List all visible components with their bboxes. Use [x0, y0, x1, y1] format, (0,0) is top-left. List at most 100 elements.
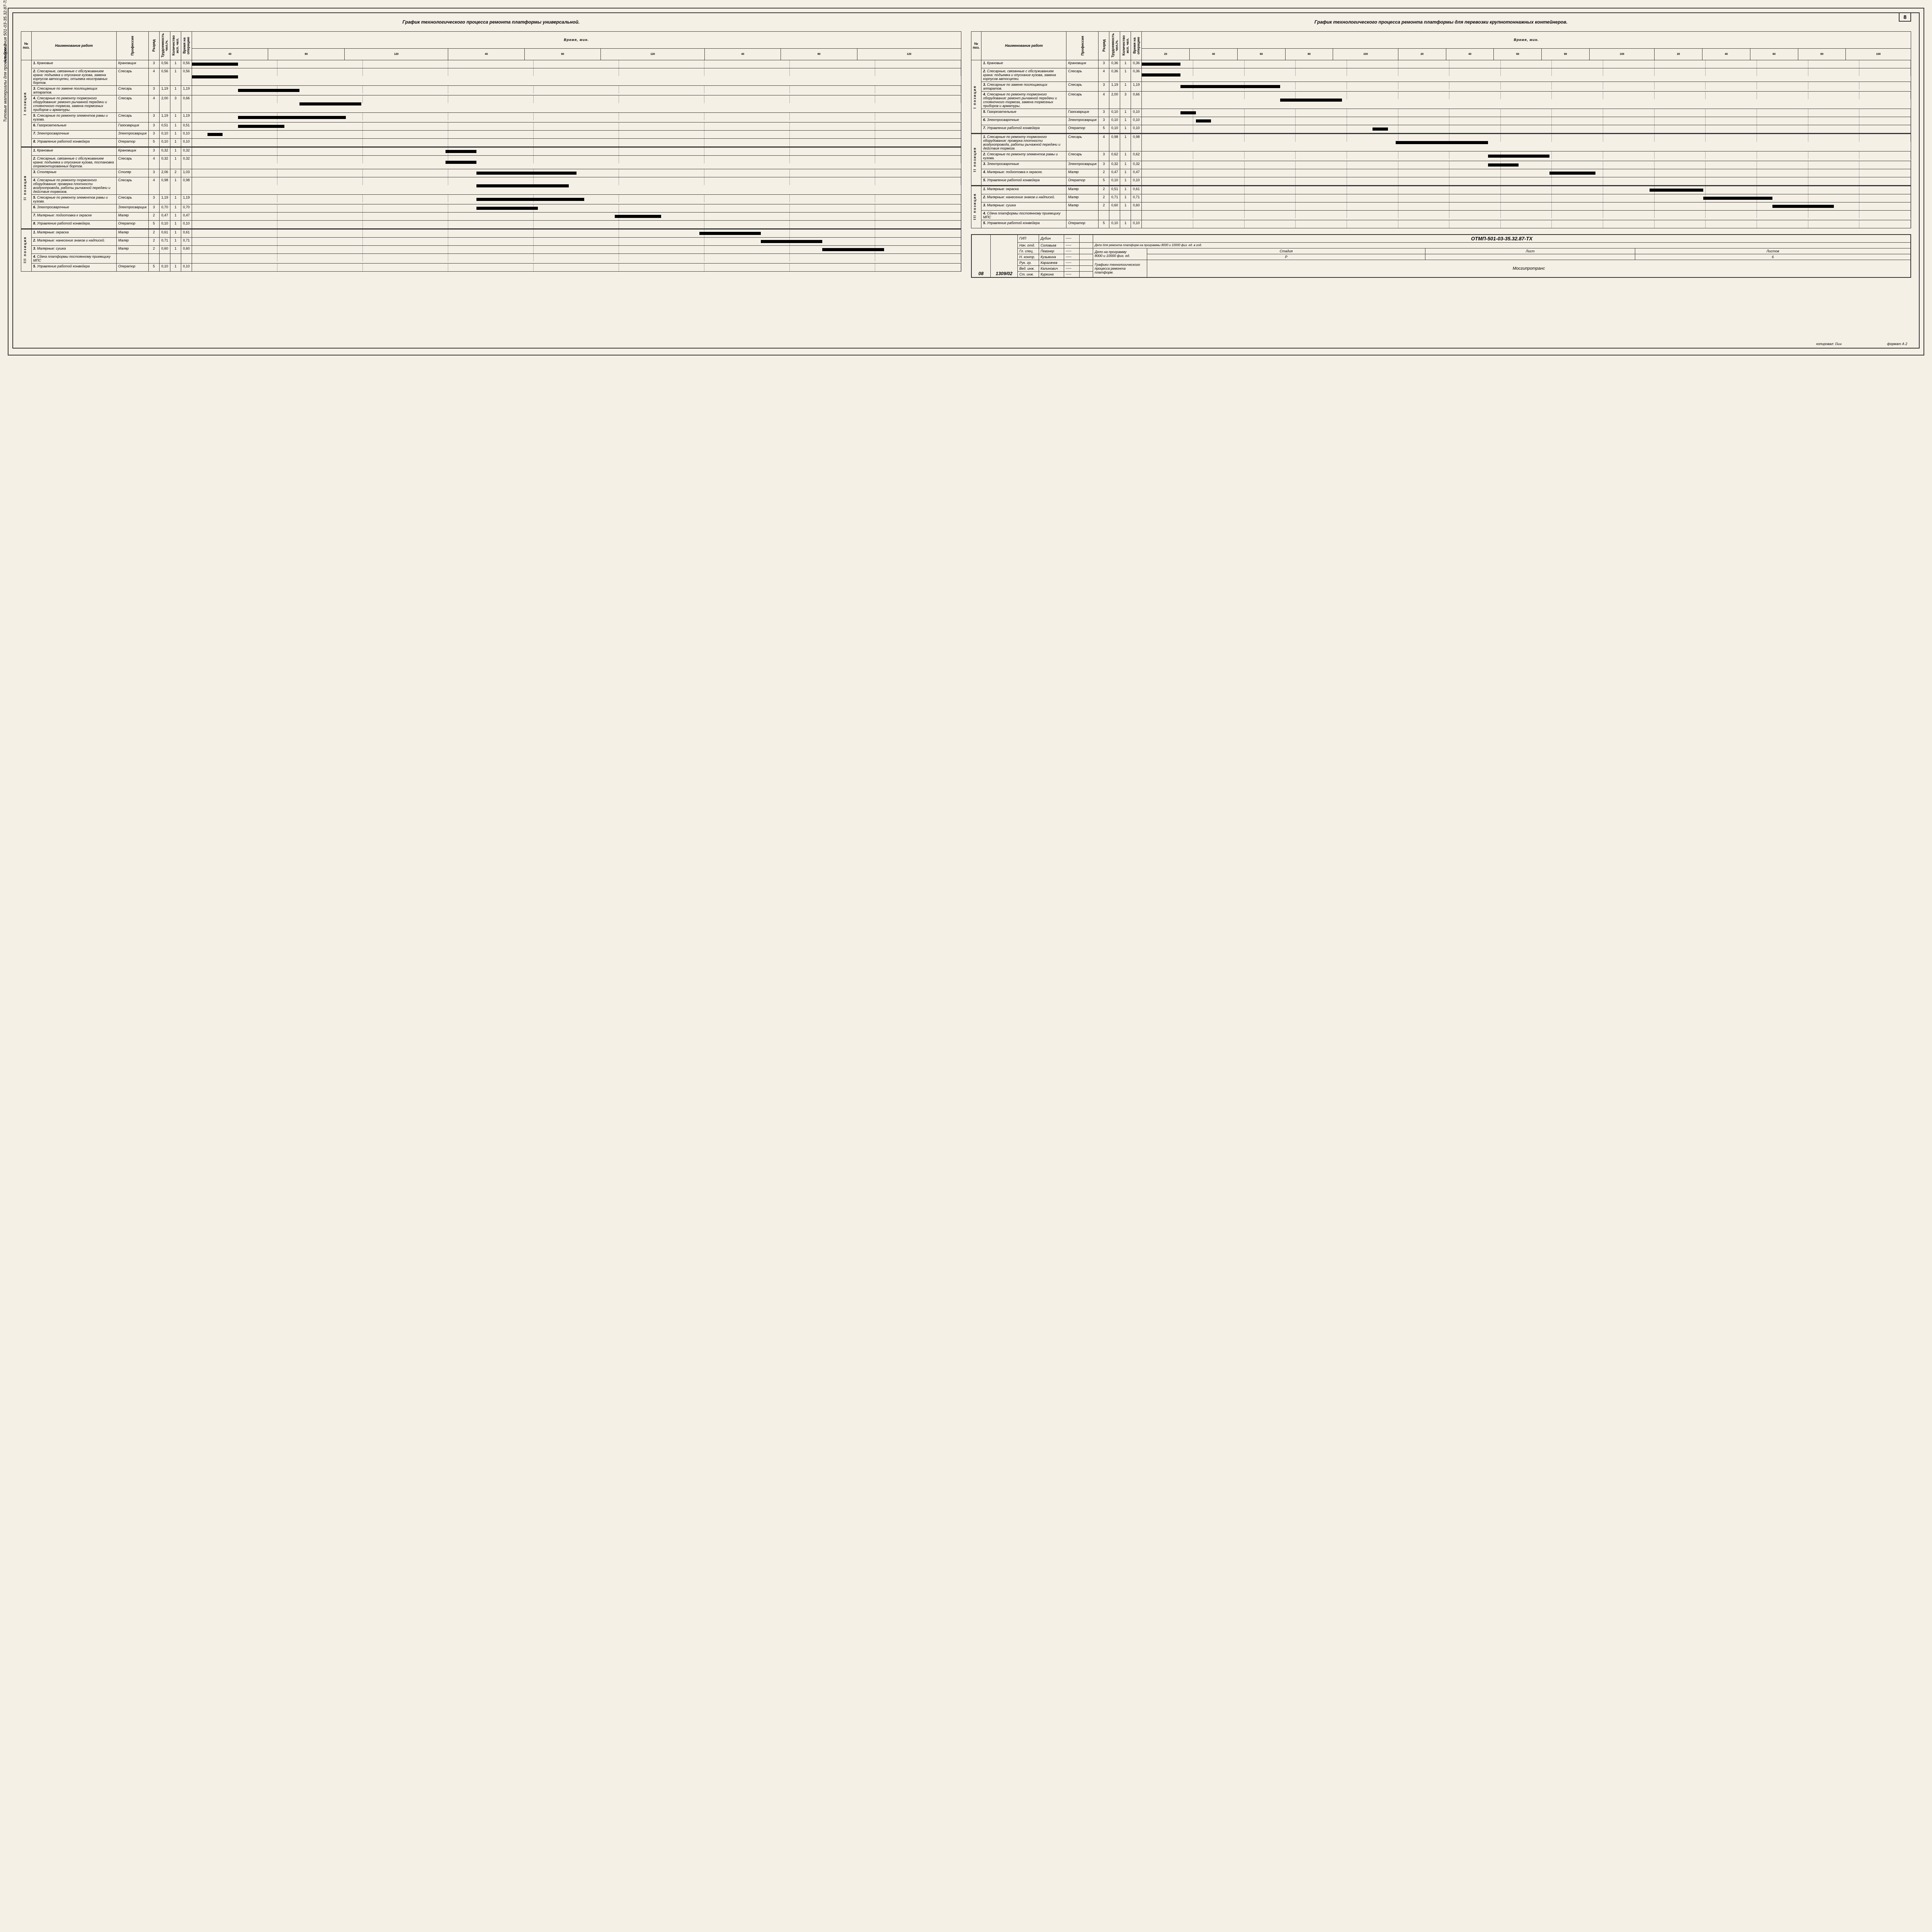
work-name: 2. Слесарные по ремонту элементов рамы и…	[981, 151, 1066, 161]
count: 1	[1120, 117, 1131, 125]
labor: 0,32	[159, 147, 170, 155]
gantt-bar	[192, 63, 238, 66]
op-time: 0,60	[1131, 202, 1142, 210]
gantt-cell	[1142, 169, 1911, 177]
gantt-bar	[699, 232, 761, 235]
gantt-cell	[192, 138, 961, 147]
work-name: 5. Слесарные по ремонту элементов рамы и…	[31, 194, 116, 204]
work-name: 3. Слесарные по замене поглощающих аппар…	[981, 82, 1066, 91]
gantt-cell	[192, 60, 961, 68]
grade	[1099, 210, 1109, 220]
gantt-bar	[1180, 85, 1281, 88]
work-name: 2. Малярные: нанесение знаков и надписей…	[981, 194, 1066, 202]
op-time: 0,56	[181, 60, 192, 68]
count: 1	[1120, 60, 1131, 68]
labor: 0,32	[159, 155, 170, 169]
tb-role: Гл. спец.	[1018, 248, 1039, 254]
profession: Слесарь	[1066, 91, 1099, 109]
gantt-cell	[1142, 220, 1911, 228]
labor: 0,70	[159, 204, 170, 212]
profession: Слесарь	[116, 194, 148, 204]
labor: 0,10	[1109, 125, 1120, 133]
footer-signature: Пам	[1835, 342, 1842, 346]
gantt-cell	[192, 169, 961, 177]
tb-role: Нач. отд.	[1018, 242, 1039, 248]
gantt-bar	[822, 248, 884, 251]
tb-sign: ~~~	[1064, 271, 1080, 277]
count: 1	[1120, 68, 1131, 82]
op-time: 0,10	[181, 138, 192, 147]
grade: 2	[148, 229, 159, 237]
count: 3	[1120, 91, 1131, 109]
count: 1	[170, 60, 181, 68]
profession	[1066, 210, 1099, 220]
tb-code: ОТМП-501-03-35.32.87-ТХ	[1093, 235, 1911, 243]
labor: 0,56	[159, 68, 170, 85]
work-name: 4. Сдача платформы постоянному приемщику…	[981, 210, 1066, 220]
tb-role: Н. контр.	[1018, 254, 1039, 260]
profession: Слесарь	[116, 112, 148, 122]
count: 1	[170, 237, 181, 245]
labor: 0,10	[1109, 109, 1120, 117]
grade: 4	[1099, 133, 1109, 151]
op-time: 0,70	[181, 204, 192, 212]
footer-copied: копировал: Пам	[1816, 342, 1842, 346]
labor: 0,51	[1109, 185, 1120, 194]
gantt-cell	[192, 212, 961, 220]
op-time: 1,19	[181, 194, 192, 204]
gantt-cell	[192, 194, 961, 204]
gantt-bar	[1196, 119, 1211, 122]
profession: Крановщик	[116, 147, 148, 155]
op-time: 0,10	[181, 263, 192, 271]
op-time: 0,61	[181, 229, 192, 237]
profession: Маляр	[1066, 202, 1099, 210]
labor: 2,00	[159, 95, 170, 112]
position-label: II позиция	[21, 147, 32, 229]
gantt-bar	[1372, 128, 1388, 131]
count: 1	[1120, 151, 1131, 161]
gantt-bar	[1142, 63, 1180, 66]
op-time: 0,10	[1131, 125, 1142, 133]
profession: Маляр	[116, 229, 148, 237]
gantt-cell	[1142, 161, 1911, 169]
count: 1	[1120, 125, 1131, 133]
profession: Маляр	[1066, 185, 1099, 194]
gantt-cell	[1142, 210, 1911, 220]
op-time	[1131, 210, 1142, 220]
grade: 4	[148, 95, 159, 112]
gantt-cell	[192, 229, 961, 237]
count: 1	[170, 263, 181, 271]
work-name: 4. Сдача платформы постоянному приемщику…	[31, 253, 116, 263]
gantt-cell	[1142, 109, 1911, 117]
gantt-bar	[1650, 189, 1703, 192]
grade: 2	[1099, 202, 1109, 210]
count: 1	[1120, 169, 1131, 177]
profession: Газосварщик	[1066, 109, 1099, 117]
gantt-bar	[446, 161, 476, 164]
tb-sign: ~~~	[1064, 265, 1080, 271]
count: 1	[170, 177, 181, 194]
op-time: 0,10	[1131, 109, 1142, 117]
grade: 2	[148, 237, 159, 245]
work-name: 1. Малярные: окраска	[981, 185, 1066, 194]
profession: Электросварщик	[1066, 117, 1099, 125]
main-content: График технологического процесса ремонта…	[21, 19, 1911, 278]
profession: Оператор	[116, 138, 148, 147]
tb-date	[1080, 271, 1093, 277]
profession: Слесарь	[1066, 68, 1099, 82]
gantt-bar	[476, 207, 538, 210]
grade: 2	[1099, 169, 1109, 177]
tb-sign: ~~~	[1064, 260, 1080, 265]
count: 1	[170, 220, 181, 229]
count: 1	[170, 229, 181, 237]
labor: 0,47	[159, 212, 170, 220]
work-name: 3. Малярные: сушка	[31, 245, 116, 253]
work-name: 1. Крановые	[31, 60, 116, 68]
op-time: 1,03	[181, 169, 192, 177]
grade: 2	[1099, 185, 1109, 194]
op-time: 1,19	[1131, 82, 1142, 91]
profession: Электросварщик	[116, 204, 148, 212]
tb-date	[1080, 260, 1093, 265]
labor: 0,60	[159, 245, 170, 253]
grade: 3	[148, 147, 159, 155]
